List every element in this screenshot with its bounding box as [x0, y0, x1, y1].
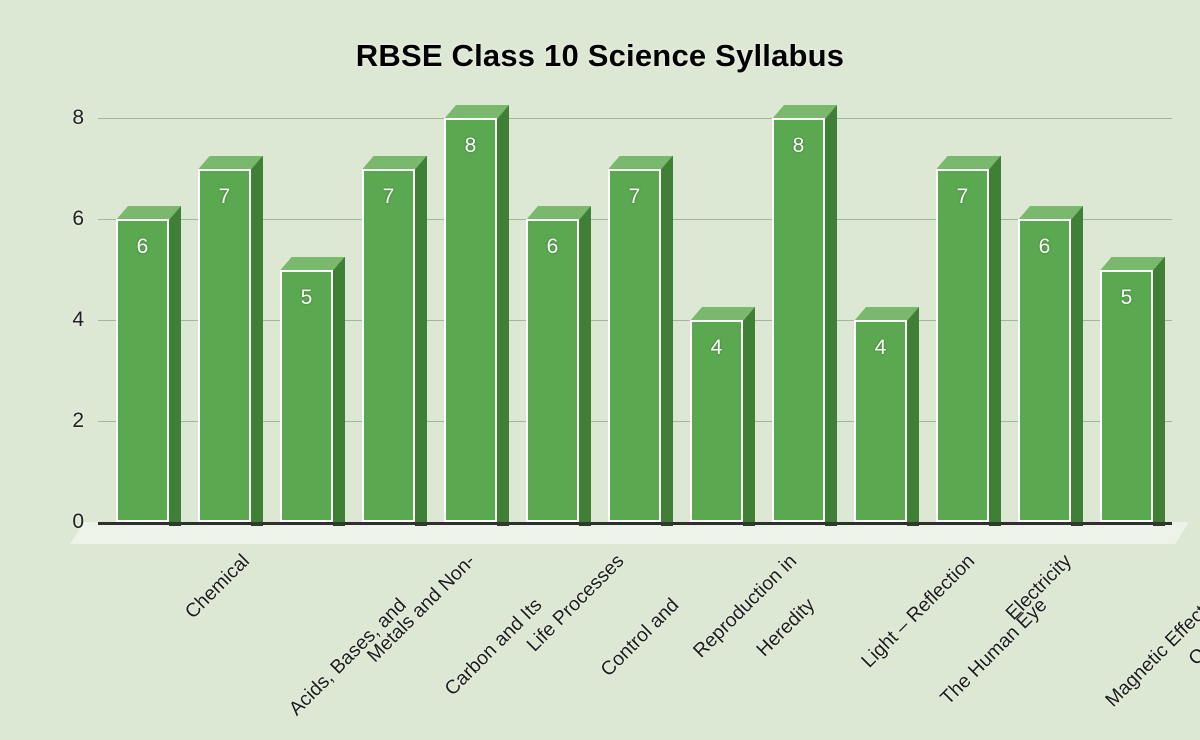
y-axis: 0 2 4 6 8: [38, 106, 84, 533]
y-tick-label: 2: [72, 409, 84, 432]
bar[interactable]: 6: [1018, 206, 1083, 526]
bar-side-face: [824, 105, 837, 522]
bar-top-face: [526, 206, 591, 220]
x-tick-label: Acids, Bases, and: [284, 594, 411, 720]
bar-top-face: [936, 155, 1001, 170]
bar-side-face: [414, 155, 427, 522]
bar-side-face: [906, 307, 919, 522]
bar[interactable]: 6: [116, 206, 181, 526]
bar-top-face: [772, 105, 837, 119]
bar-value-label: 6: [136, 235, 149, 258]
bar-value-label: 4: [710, 336, 723, 359]
bar-top-face: [280, 256, 345, 271]
bar-top-face: [1100, 256, 1165, 271]
y-tick-label: 4: [72, 308, 84, 331]
bar-side-face: [168, 206, 181, 522]
bar[interactable]: 5: [280, 256, 345, 526]
bar-value-label: 8: [464, 134, 477, 157]
bar-side-face: [332, 256, 345, 522]
bar-side-face: [1152, 256, 1165, 522]
chart-title: RBSE Class 10 Science Syllabus: [355, 38, 845, 73]
bar-value-label: 7: [956, 184, 969, 208]
bar[interactable]: 5: [1100, 256, 1165, 526]
y-tick-label: 0: [72, 510, 84, 533]
bar-front-face: 8: [772, 118, 825, 522]
bar-base-shadow: [169, 522, 181, 526]
bar-side-face: [988, 155, 1001, 522]
bar-top-face: [690, 307, 755, 321]
bar-top-face: [116, 206, 181, 220]
bar-front-face: 6: [1018, 219, 1071, 522]
bar-base-shadow: [333, 522, 345, 526]
floor-right-bevel: [1175, 522, 1189, 544]
bar-top-face: [1018, 206, 1083, 220]
bar[interactable]: 4: [854, 307, 919, 526]
bar-top-face: [362, 155, 427, 170]
bar-base-shadow: [1071, 522, 1083, 526]
bar-front-face: 8: [444, 118, 497, 522]
bar[interactable]: 8: [444, 105, 509, 526]
bar-front-face: 7: [198, 168, 251, 522]
bar-front-face: 5: [1100, 269, 1153, 522]
bar-base-shadow: [989, 522, 1001, 526]
bar-base-shadow: [743, 522, 755, 526]
x-tick-label: The Human Eye: [935, 594, 1051, 710]
bar-side-face: [742, 307, 755, 522]
bar-front-face: 6: [526, 219, 579, 522]
bar-front-face: 4: [854, 320, 907, 522]
axis-baseline: [98, 522, 1172, 525]
bar-value-label: 7: [382, 184, 395, 208]
y-tick-label: 8: [72, 106, 84, 129]
bar-top-face: [444, 105, 509, 119]
x-tick-label: Chemical: [180, 550, 254, 624]
bar[interactable]: 7: [608, 155, 673, 526]
floor-left-bevel: [70, 522, 84, 544]
bar-front-face: 4: [690, 320, 743, 522]
bar-side-face: [250, 155, 263, 522]
bar-base-shadow: [579, 522, 591, 526]
gridline: [98, 118, 1172, 119]
bar-value-label: 5: [1120, 285, 1133, 309]
bar-side-face: [496, 105, 509, 522]
bar-front-face: 5: [280, 269, 333, 522]
bar-value-label: 4: [874, 336, 887, 359]
bar-value-label: 7: [628, 184, 641, 208]
plot-area: 6 7 5 7 8 6 7 4 8 4 7 6 5: [98, 105, 1172, 526]
bar-side-face: [660, 155, 673, 522]
bar[interactable]: 7: [198, 155, 263, 526]
bar-top-face: [608, 155, 673, 170]
bar-side-face: [578, 206, 591, 522]
bar-top-face: [854, 307, 919, 321]
bar[interactable]: 7: [362, 155, 427, 526]
bar-base-shadow: [661, 522, 673, 526]
bar[interactable]: 6: [526, 206, 591, 526]
bar-value-label: 8: [792, 134, 805, 157]
x-tick-label: Reproduction in: [688, 550, 801, 663]
bar-front-face: 6: [116, 219, 169, 522]
bar-base-shadow: [1153, 522, 1165, 526]
x-tick-label: Light – Reflection: [856, 550, 979, 673]
bar-base-shadow: [825, 522, 837, 526]
bar-value-label: 5: [300, 285, 313, 309]
bar-value-label: 6: [1038, 235, 1051, 258]
bar[interactable]: 8: [772, 105, 837, 526]
bar-side-face: [1070, 206, 1083, 522]
x-tick-label: Control and: [596, 594, 683, 681]
bar-front-face: 7: [362, 168, 415, 522]
bar-value-label: 6: [546, 235, 559, 258]
bar-base-shadow: [415, 522, 427, 526]
bar-value-label: 7: [218, 184, 231, 208]
bar-front-face: 7: [608, 168, 661, 522]
bar[interactable]: 4: [690, 307, 755, 526]
bar-top-face: [198, 155, 263, 170]
bar[interactable]: 7: [936, 155, 1001, 526]
bar-base-shadow: [497, 522, 509, 526]
x-axis: Chemical Acids, Bases, and Metals and Non-…: [0, 546, 1200, 736]
bar-front-face: 7: [936, 168, 989, 522]
bar-base-shadow: [251, 522, 263, 526]
y-tick-label: 6: [72, 207, 84, 230]
chart-floor-slab: [84, 522, 1175, 544]
bar-base-shadow: [907, 522, 919, 526]
